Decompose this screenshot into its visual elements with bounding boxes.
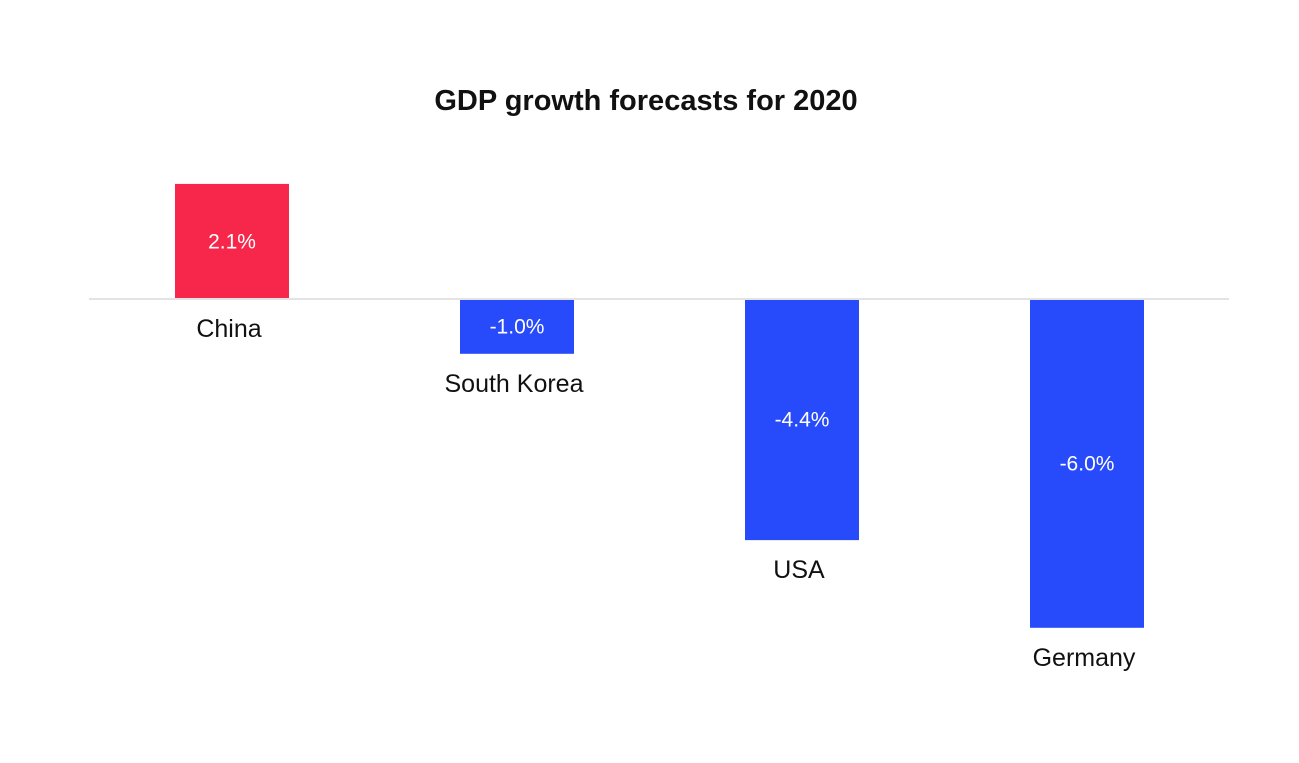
- category-label-usa: USA: [773, 556, 825, 584]
- bars-layer: [175, 183, 1144, 628]
- category-label-china: China: [196, 315, 261, 343]
- value-label-germany: -6.0%: [1060, 452, 1115, 475]
- value-label-south-korea: -1.0%: [490, 315, 545, 338]
- category-label-germany: Germany: [1033, 644, 1136, 672]
- category-label-south-korea: South Korea: [445, 370, 584, 398]
- chart-title: GDP growth forecasts for 2020: [434, 85, 857, 117]
- value-label-usa: -4.4%: [775, 409, 830, 432]
- bar-usa: [745, 299, 859, 541]
- labels-layer: 2.1% China -1.0% South Korea -4.4% USA -6.0% Ge…: [196, 230, 1136, 671]
- bar-south-korea: [460, 299, 574, 354]
- bar-germany: [1030, 299, 1144, 628]
- bar-china: [175, 183, 289, 299]
- value-label-china: 2.1%: [208, 230, 256, 253]
